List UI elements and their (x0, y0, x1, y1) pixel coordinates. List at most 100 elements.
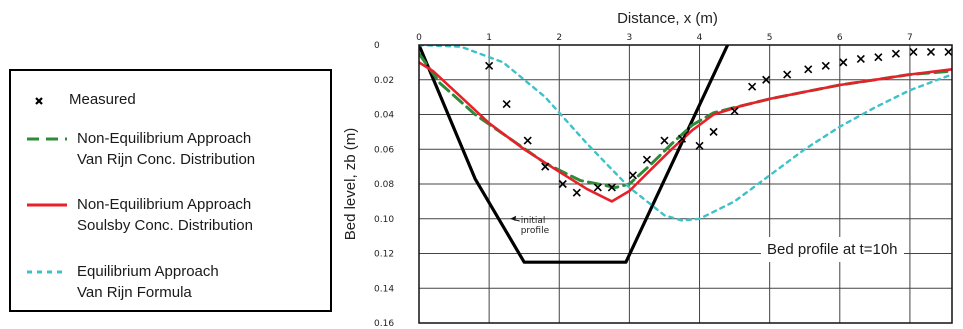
tick-labels: 0 1 2 3 4 5 6 7 0 0.02 0.04 0.06 0.08 0.10 0.12 0.14 0.1… (374, 33, 913, 329)
legend-label-eq-vanrijn-line2: Van Rijn Formula (77, 284, 192, 301)
measured-point (558, 179, 567, 189)
measured-point-stroke (874, 53, 883, 62)
measured-point (762, 75, 771, 84)
y-tick-label: 0.14 (374, 284, 394, 294)
measured-point-stroke (695, 141, 704, 150)
series-line-4 (419, 45, 952, 222)
short-dash-line-icon (27, 270, 67, 274)
legend: Measured Non-Equilibrium Approach Van Ri… (9, 69, 332, 312)
measured-point (628, 171, 637, 180)
measured-point-stroke (607, 183, 616, 192)
measured-point (783, 70, 792, 79)
measured-point-stroke (628, 171, 637, 180)
x-axis-title: Distance, x (m) (617, 10, 718, 27)
legend-label-noneq-vanrijn-line1: Non-Equilibrium Approach (77, 130, 252, 147)
legend-label-noneq-soulsby-line2: Soulsby Conc. Distribution (77, 217, 253, 234)
measured-point (572, 188, 581, 197)
measured-point-stroke (709, 127, 718, 136)
measured-point (607, 183, 616, 192)
measured-point (642, 155, 651, 164)
measured-point-stroke (502, 100, 511, 109)
measured-point (856, 54, 865, 63)
x-tick-label: 3 (627, 33, 633, 43)
plot-frame (418, 44, 953, 324)
measured-point-stroke (677, 134, 687, 143)
legend-label-eq-vanrijn-line1: Equilibrium Approach (77, 263, 219, 280)
y-tick-label: 0.10 (374, 215, 394, 225)
y-tick-label: 0.08 (374, 180, 394, 190)
measured-point-stroke (748, 82, 757, 91)
annotation-text: profile (521, 226, 550, 236)
measured-point (709, 127, 718, 136)
measured-point (523, 136, 532, 145)
long-dash-line-icon (27, 137, 67, 141)
x-tick-label: 2 (556, 33, 562, 43)
measured-point-stroke (839, 58, 848, 67)
measured-point (695, 141, 704, 150)
x-tick-label: 6 (837, 33, 843, 43)
bed-profile-time-label: Bed profile at t=10h (761, 237, 904, 262)
measured-point-stroke (821, 61, 830, 70)
measured-point-stroke (909, 47, 918, 57)
x-tick-label: 7 (907, 33, 913, 43)
series-line-2 (419, 52, 952, 189)
measured-point (821, 61, 830, 70)
measured-point (660, 136, 669, 145)
annotation-arrowhead (510, 215, 517, 221)
measured-point-stroke (642, 155, 651, 164)
y-tick-label: 0.02 (374, 76, 394, 86)
x-tick-label: 4 (697, 33, 703, 43)
x-tick-label: 1 (486, 33, 492, 43)
measured-point (944, 47, 953, 57)
series-layer (419, 45, 952, 264)
y-tick-label: 0.12 (374, 250, 394, 260)
legend-label-measured: Measured (69, 91, 136, 108)
series-line-3 (419, 61, 952, 203)
measured-point (891, 49, 900, 58)
y-tick-label: 0.04 (374, 111, 394, 121)
measured-point-stroke (783, 70, 792, 79)
measured-point (677, 134, 687, 143)
measured-point-stroke (572, 188, 581, 197)
measured-point (926, 47, 936, 57)
measured-markers (485, 47, 953, 197)
series-line-0 (419, 45, 730, 264)
x-tick-label: 5 (767, 33, 773, 43)
measured-point-stroke (804, 65, 813, 74)
measured-point-stroke (891, 49, 900, 58)
legend-label-noneq-vanrijn-line2: Van Rijn Conc. Distribution (77, 151, 256, 168)
measured-point-stroke (593, 183, 602, 192)
measured-point-stroke (944, 47, 953, 57)
measured-point (593, 183, 602, 192)
measured-point-stroke (523, 136, 532, 145)
measured-point-stroke (856, 54, 865, 63)
measured-point-stroke (730, 106, 739, 116)
y-tick-label: 0.06 (374, 145, 394, 155)
measured-point (748, 82, 757, 91)
solid-line-icon (27, 203, 67, 207)
x-tick-label: 0 (416, 33, 422, 43)
measured-point (909, 47, 918, 57)
measured-point (839, 58, 848, 67)
measured-point-stroke (660, 136, 669, 145)
cross-marker-icon (35, 97, 43, 105)
annotation-text: initial (521, 216, 546, 226)
y-axis-title: Bed level, zb (m) (342, 128, 359, 241)
measured-point (804, 65, 813, 74)
measured-point (502, 100, 511, 109)
measured-point-stroke (762, 75, 771, 84)
measured-point (541, 162, 550, 171)
measured-point (874, 53, 883, 62)
y-tick-label: 0.16 (374, 319, 394, 329)
measured-point-stroke (926, 47, 936, 57)
measured-point-stroke (485, 61, 494, 70)
measured-point-stroke (558, 179, 567, 189)
legend-label-noneq-soulsby-line1: Non-Equilibrium Approach (77, 196, 252, 213)
measured-point (730, 106, 739, 116)
y-tick-label: 0 (374, 41, 380, 51)
measured-point (485, 61, 494, 70)
grid (418, 44, 952, 324)
measured-point-stroke (541, 162, 550, 171)
